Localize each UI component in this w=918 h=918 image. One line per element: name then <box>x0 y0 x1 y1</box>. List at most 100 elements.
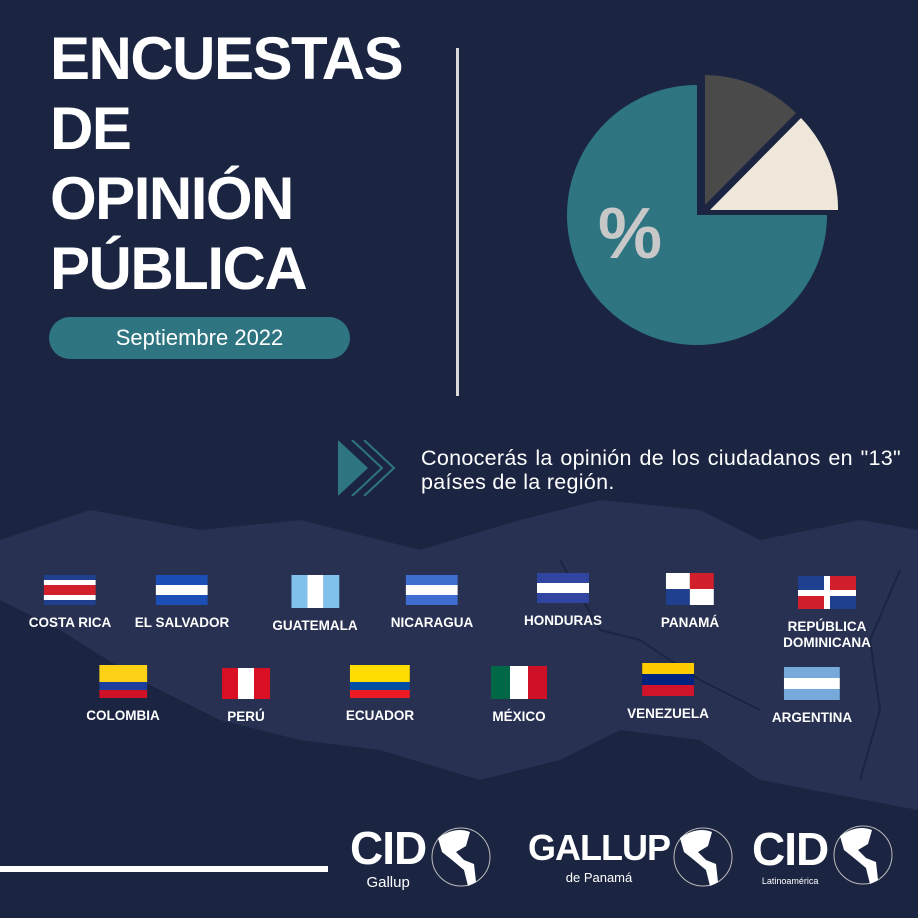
country-label: REPÚBLICA DOMINICANA <box>783 619 871 650</box>
flag-stripe <box>641 685 694 696</box>
flag-stripe <box>536 573 589 583</box>
flag-icon <box>291 575 339 608</box>
flag-icon <box>536 573 589 603</box>
page-title: ENCUESTAS DE OPINIÓN PÚBLICA <box>50 24 404 304</box>
logo-gallup-panama: GALLUP de Panamá <box>528 822 734 892</box>
country-label: COLOMBIA <box>86 708 160 723</box>
flag-stripe <box>798 595 824 609</box>
globe-icon <box>673 827 733 887</box>
flag-stripe <box>44 580 96 585</box>
country-label: COSTA RICA <box>28 615 112 630</box>
flag-icon <box>222 668 270 699</box>
title-line: PÚBLICA <box>50 235 308 302</box>
flag-stripe <box>99 673 147 682</box>
flag-stripe <box>155 585 208 595</box>
country-item: PERÚ <box>222 668 270 725</box>
flag-icon <box>491 666 547 699</box>
flag-stripe <box>291 575 307 608</box>
date-badge: Septiembre 2022 <box>49 317 350 359</box>
flag-icon <box>784 667 840 700</box>
divider <box>456 48 459 396</box>
flag-stripe <box>99 665 147 674</box>
flag-stripe <box>406 585 458 595</box>
title-line: ENCUESTAS <box>50 25 404 92</box>
country-label: ARGENTINA <box>771 710 853 725</box>
flag-stripe <box>784 678 840 689</box>
globe-icon <box>833 825 893 885</box>
country-label: PERÚ <box>227 709 265 724</box>
flag-stripe <box>99 689 147 698</box>
flag-stripe <box>349 681 410 690</box>
flag-stripe <box>44 600 96 605</box>
flag-stripe <box>307 575 323 608</box>
country-item: GUATEMALA <box>272 575 358 634</box>
bottom-divider <box>0 866 328 872</box>
flag-stripe <box>222 668 238 699</box>
flag-stripe <box>155 595 208 605</box>
country-label: GUATEMALA <box>272 618 358 633</box>
flag-stripe <box>528 666 547 699</box>
pie-slice-light <box>710 118 839 210</box>
country-item: EL SALVADOR <box>134 575 230 631</box>
flag-stripe <box>666 573 690 589</box>
country-item: COLOMBIA <box>86 665 160 724</box>
flag-stripe <box>491 666 510 699</box>
flag-stripe <box>509 666 529 699</box>
country-item: MÉXICO <box>491 666 547 725</box>
title-line: OPINIÓN <box>50 165 294 232</box>
country-item: COSTA RICA <box>28 575 112 631</box>
flag-stripe <box>690 589 714 605</box>
country-label: VENEZUELA <box>627 706 709 721</box>
flag-icon <box>798 576 856 609</box>
country-label: HONDURAS <box>523 613 603 628</box>
country-item: NICARAGUA <box>390 575 474 631</box>
flag-stripe <box>406 575 458 585</box>
country-label: ECUADOR <box>345 708 415 723</box>
flag-stripe <box>44 595 96 600</box>
flag-stripe <box>784 667 840 678</box>
flag-stripe <box>349 665 410 674</box>
country-label: PANAMÁ <box>660 615 720 630</box>
region-map-silhouette <box>0 500 918 810</box>
flag-stripe <box>349 673 410 682</box>
flag-stripe <box>798 576 824 590</box>
flag-stripe <box>238 668 254 699</box>
country-item: REPÚBLICA DOMINICANA <box>782 576 872 651</box>
percent-symbol: % <box>598 194 662 274</box>
flag-stripe <box>830 576 856 590</box>
flag-stripe <box>99 681 147 690</box>
logo-cid-latinoamerica: CID Latinoamérica <box>752 822 894 888</box>
flag-icon <box>666 573 714 605</box>
flag-icon <box>641 663 694 696</box>
globe-icon <box>431 827 491 887</box>
flag-stripe <box>406 595 458 605</box>
flag-stripe <box>44 585 96 590</box>
country-label: NICARAGUA <box>390 615 474 630</box>
logo-cid-gallup: CID Gallup <box>350 822 492 892</box>
country-item: HONDURAS <box>524 573 602 629</box>
flag-stripe <box>830 595 856 609</box>
country-item: ECUADOR <box>346 665 414 724</box>
title-line: DE <box>50 95 132 162</box>
pie-slice-dark <box>705 75 796 205</box>
flag-stripe <box>44 575 96 580</box>
country-item: PANAMÁ <box>661 573 719 631</box>
flag-stripe <box>323 575 339 608</box>
flag-stripe <box>641 674 694 685</box>
chevron-right-icon <box>338 440 396 496</box>
flag-icon <box>155 575 208 605</box>
flag-stripe <box>690 573 714 589</box>
flag-stripe <box>641 663 694 674</box>
pie-chart-icon: % <box>567 75 839 345</box>
pie-slice-main <box>567 85 827 345</box>
flag-stripe <box>666 589 690 605</box>
flag-stripe <box>155 575 208 585</box>
flag-icon <box>99 665 147 698</box>
country-item: ARGENTINA <box>772 667 852 726</box>
flag-stripe <box>44 590 96 595</box>
country-label: MÉXICO <box>492 709 546 724</box>
flag-icon <box>349 665 410 698</box>
flag-icon <box>406 575 458 605</box>
flag-stripe <box>784 689 840 700</box>
country-label: EL SALVADOR <box>134 615 230 630</box>
